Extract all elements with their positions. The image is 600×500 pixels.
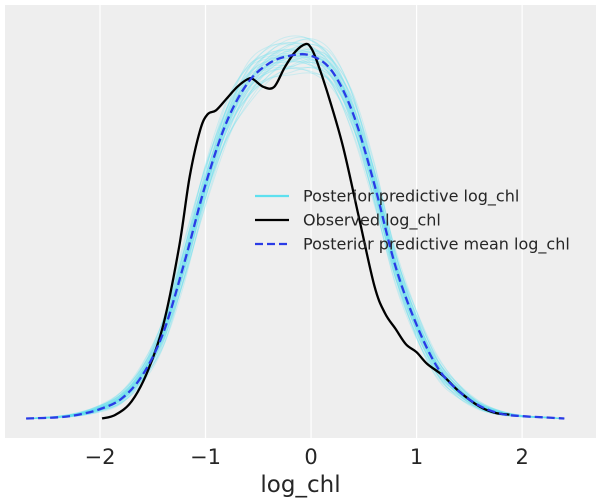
legend-item-observed: Observed log_chl <box>255 211 441 231</box>
posterior-draw-line <box>26 57 565 419</box>
posterior-draw-line <box>26 55 565 419</box>
posterior-draw-line <box>26 72 565 419</box>
x-tick-label: 0 <box>304 445 317 469</box>
posterior-draw-line <box>26 51 565 419</box>
posterior-draw-line <box>26 59 565 419</box>
posterior-draw-line <box>26 37 565 419</box>
series-lines <box>26 42 565 420</box>
observed-line <box>101 42 510 420</box>
legend-label: Observed log_chl <box>303 211 441 231</box>
posterior-draw-line <box>26 66 565 419</box>
posterior-draw-line <box>26 42 565 419</box>
x-tick-label: −1 <box>190 445 221 469</box>
legend-item-posterior-predictive: Posterior predictive log_chl <box>255 187 519 207</box>
posterior-draw-line <box>26 66 565 419</box>
posterior-draw-line <box>26 35 565 419</box>
legend-label: Posterior predictive log_chl <box>303 187 519 207</box>
legend-item-posterior-mean: Posterior predictive mean log_chl <box>255 235 570 255</box>
plot-area <box>5 5 596 438</box>
legend: Posterior predictive log_chl Observed log… <box>255 187 570 255</box>
x-tick-labels: −2 −1 0 1 2 <box>84 445 528 469</box>
posterior-draw-line <box>26 39 565 419</box>
posterior-draw-line <box>26 55 565 419</box>
x-tick-label: −2 <box>84 445 115 469</box>
x-axis-label: log_chl <box>260 472 340 498</box>
posterior-draw-line <box>26 36 565 419</box>
posterior-draw-line <box>26 56 565 419</box>
x-tick-label: 2 <box>515 445 528 469</box>
posterior-mean-line <box>26 53 565 420</box>
grid-lines <box>99 5 523 438</box>
posterior-draw-line <box>26 64 565 419</box>
legend-label: Posterior predictive mean log_chl <box>303 235 570 255</box>
x-tick-label: 1 <box>410 445 423 469</box>
